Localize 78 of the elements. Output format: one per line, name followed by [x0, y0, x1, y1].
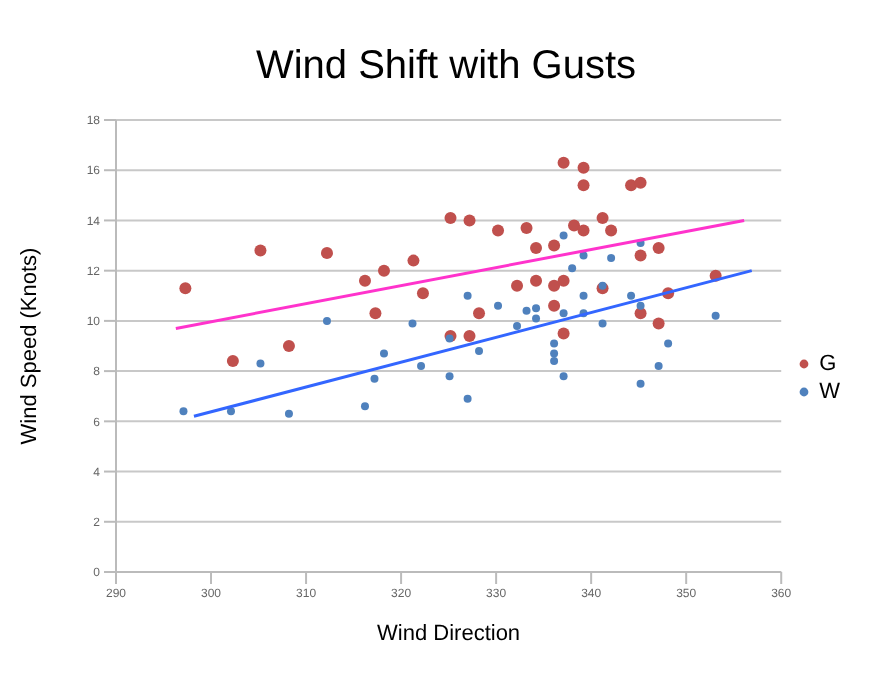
point — [320, 247, 333, 260]
point — [284, 409, 293, 418]
point — [627, 291, 636, 300]
point — [444, 211, 457, 224]
point — [634, 249, 647, 262]
point — [530, 274, 543, 287]
point — [522, 306, 531, 315]
point — [377, 264, 390, 277]
point — [550, 349, 559, 358]
point — [513, 321, 522, 330]
point — [559, 231, 568, 240]
point — [358, 274, 371, 287]
legend-label: G — [819, 352, 837, 376]
point — [179, 282, 192, 295]
legend-label: W — [819, 380, 840, 404]
point — [636, 379, 645, 388]
point — [577, 224, 590, 237]
point — [463, 394, 472, 403]
point — [417, 362, 426, 371]
point — [511, 279, 524, 292]
point — [548, 279, 561, 292]
chart-title: Wind Shift with Gusts — [253, 44, 639, 90]
point — [530, 242, 543, 255]
point — [550, 357, 559, 366]
point — [636, 301, 645, 310]
point — [360, 402, 369, 411]
point — [463, 291, 472, 300]
point — [494, 301, 503, 310]
point — [634, 176, 647, 189]
point — [226, 355, 239, 368]
point — [577, 179, 590, 192]
point — [654, 362, 663, 371]
point — [445, 372, 454, 381]
point — [598, 319, 607, 328]
point — [407, 254, 420, 267]
point — [548, 239, 561, 252]
y-axis-title: Wind Speed (Knots) — [17, 247, 42, 445]
point — [532, 314, 541, 323]
point — [557, 274, 570, 287]
point — [473, 307, 486, 320]
point — [557, 156, 570, 169]
point — [282, 340, 295, 352]
point — [492, 224, 505, 237]
point — [416, 287, 429, 300]
point — [652, 242, 665, 255]
point — [607, 254, 616, 263]
point — [711, 311, 720, 320]
point — [664, 339, 673, 348]
point — [179, 407, 188, 416]
point — [475, 347, 484, 356]
point — [568, 264, 577, 273]
point — [579, 251, 588, 260]
point — [559, 372, 568, 381]
point — [463, 214, 476, 227]
point — [256, 359, 265, 368]
point — [520, 221, 533, 234]
point — [605, 224, 618, 237]
point — [577, 161, 590, 174]
point — [557, 327, 570, 340]
point — [652, 317, 665, 330]
point — [445, 334, 454, 343]
point — [568, 219, 581, 232]
point — [550, 339, 559, 348]
point — [322, 316, 331, 325]
point — [596, 211, 609, 224]
point — [369, 307, 382, 320]
point — [579, 291, 588, 300]
point — [254, 244, 267, 257]
point — [598, 281, 607, 290]
point — [370, 374, 379, 383]
point — [408, 319, 417, 328]
x-axis-title: Wind Direction — [377, 622, 521, 646]
point — [625, 179, 638, 192]
point — [379, 349, 388, 358]
point — [559, 309, 568, 318]
point — [532, 304, 541, 313]
point — [548, 299, 561, 312]
point — [463, 329, 476, 342]
